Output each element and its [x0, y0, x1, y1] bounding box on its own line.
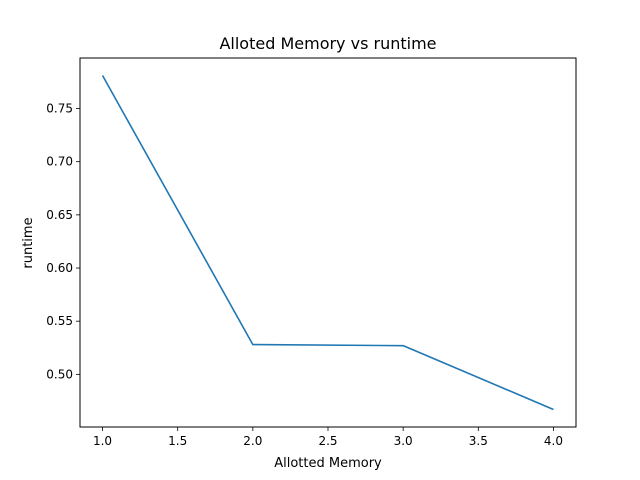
y-tick-label: 0.60	[46, 261, 73, 275]
y-tick-label: 0.50	[46, 367, 73, 381]
x-tick-label: 2.0	[243, 434, 262, 448]
x-tick-label: 1.5	[168, 434, 187, 448]
x-tick-label: 3.5	[469, 434, 488, 448]
series-layer	[101, 75, 554, 411]
series-line	[101, 75, 554, 411]
y-tick-label: 0.55	[46, 314, 73, 328]
y-tick-label: 0.65	[46, 208, 73, 222]
chart-title: Alloted Memory vs runtime	[219, 34, 436, 53]
y-axis-label: runtime	[21, 217, 36, 268]
x-tick-label: 3.0	[394, 434, 413, 448]
x-tick-label: 1.0	[93, 434, 112, 448]
y-tick-label: 0.70	[46, 155, 73, 169]
x-tick-label: 4.0	[544, 434, 563, 448]
y-axis: 0.50 0.55 0.60 0.65 0.70 0.75	[46, 102, 80, 381]
x-axis: 1.0 1.5 2.0 2.5 3.0 3.5 4.0	[93, 427, 563, 448]
y-tick-label: 0.75	[46, 102, 73, 116]
plot-frame	[79, 57, 577, 428]
x-tick-label: 2.5	[318, 434, 337, 448]
x-axis-label: Allotted Memory	[274, 456, 382, 471]
